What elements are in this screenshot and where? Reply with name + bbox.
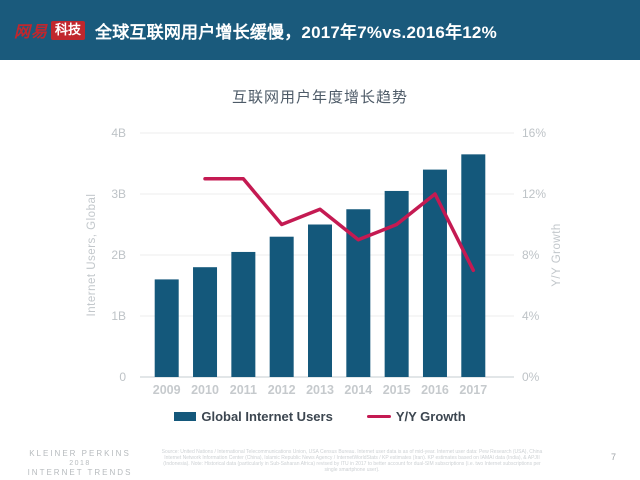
line-series-swatch <box>366 414 391 419</box>
bar-2013 <box>308 224 332 377</box>
netease-logo-tech-badge: 科技 <box>51 20 86 40</box>
bar-2011 <box>231 251 256 377</box>
left-axis-tick-label: 4B <box>111 126 126 140</box>
left-axis-tick-label: 1B <box>111 309 126 323</box>
branding-line-3: INTERNET TRENDS <box>27 468 133 477</box>
right-axis-tick-label: 0% <box>522 370 540 384</box>
kleiner-perkins-branding: KLEINER PERKINS 2018 INTERNET TRENDS <box>10 449 150 478</box>
x-axis-label-2011: 2011 <box>230 383 257 397</box>
yy-growth-line <box>203 177 476 273</box>
right-axis-tick-label: 16% <box>522 126 546 140</box>
right-axis-tick-label: 8% <box>522 248 540 262</box>
x-axis-label-2016: 2016 <box>421 383 449 397</box>
chart-title: 互联网用户年度增长趋势 <box>231 89 408 106</box>
chart-legend: Global Internet Users Y/Y Growth <box>0 409 640 424</box>
source-note: Source: United Nations / International T… <box>161 449 543 473</box>
left-axis-tick-label: 2B <box>111 248 126 262</box>
right-axis-tick-label: 12% <box>522 187 546 201</box>
left-axis-tick-label: 3B <box>111 187 126 201</box>
slide-headline: 全球互联网用户增长缓慢，2017年7%vs.2016年12% <box>95 22 497 42</box>
bar-2016 <box>422 169 447 377</box>
bar-2017 <box>461 154 486 377</box>
legend-item-global-internet-users: Global Internet Users <box>174 409 333 424</box>
bar-2012 <box>269 236 294 377</box>
right-axis-title: Y/Y Growth <box>551 223 563 287</box>
header-bar: 网易 科技 全球互联网用户增长缓慢，2017年7%vs.2016年12% <box>0 0 640 60</box>
x-axis-label-2013: 2013 <box>306 383 334 397</box>
page-number: 7 <box>610 452 616 462</box>
x-axis-label-2015: 2015 <box>383 383 411 397</box>
x-axis-label-2017: 2017 <box>459 383 487 397</box>
right-axis-tick-label: 4% <box>522 309 540 323</box>
netease-logo-brand: 网易 <box>14 24 49 41</box>
x-axis-label-2012: 2012 <box>268 383 296 397</box>
bar-2010 <box>193 267 218 377</box>
netease-tech-logo: 网易 科技 <box>14 18 86 42</box>
legend-item-yy-growth: Y/Y Growth <box>366 409 466 424</box>
internet-users-growth-chart: 0 0% 1B 4% 2B 8% 3B 12% 4B 16% Internet Users, Glo… <box>86 126 563 397</box>
x-axis-label-2010: 2010 <box>191 383 219 397</box>
left-axis-title: Internet Users, Global <box>86 194 98 317</box>
bar-series-swatch <box>174 412 197 421</box>
branding-line-1: KLEINER PERKINS <box>29 449 131 458</box>
branding-line-2: 2018 <box>69 459 91 467</box>
x-axis-label-2009: 2009 <box>153 383 181 397</box>
bar-2015 <box>384 190 409 377</box>
x-axis-label-2014: 2014 <box>344 383 372 397</box>
bar-2009 <box>154 279 179 377</box>
legend-label-bar: Global Internet Users <box>201 409 333 424</box>
left-axis-tick-label: 0 <box>119 370 126 384</box>
legend-label-line: Y/Y Growth <box>395 409 466 424</box>
